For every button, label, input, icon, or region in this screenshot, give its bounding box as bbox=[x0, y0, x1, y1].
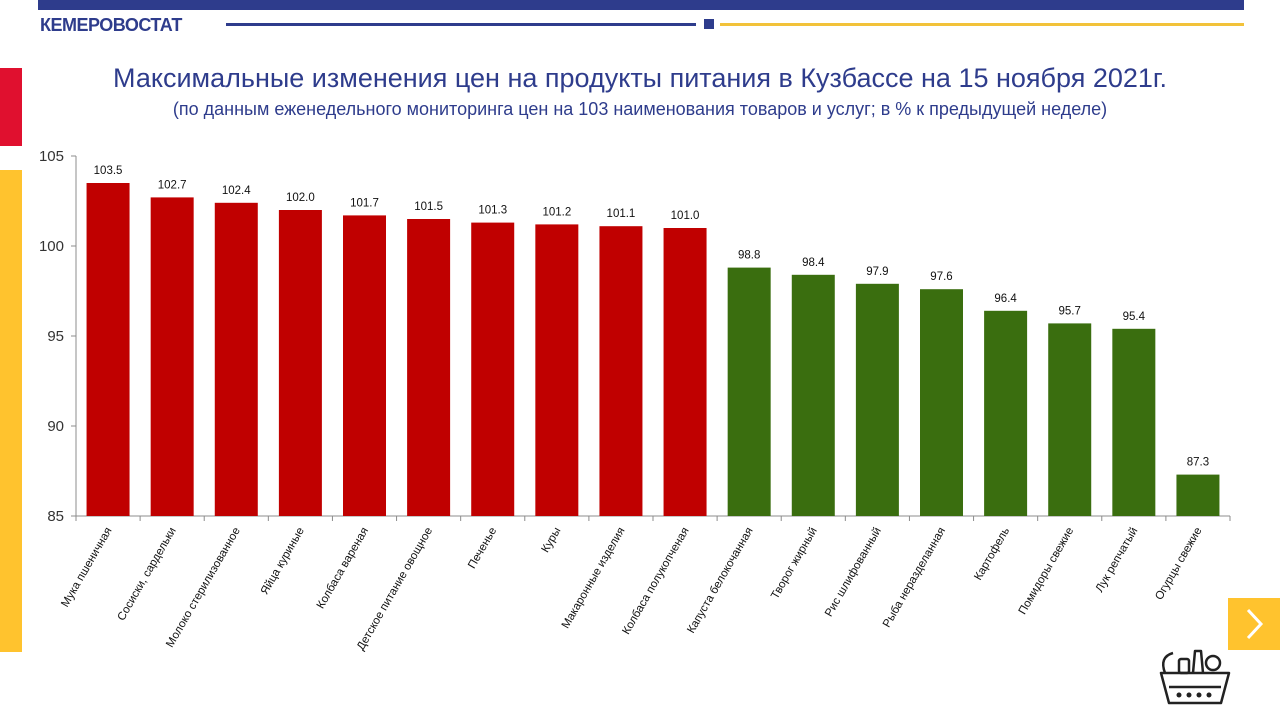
x-category-label: Молоко стерилизованное bbox=[164, 526, 243, 650]
header-divider-yellow bbox=[720, 23, 1244, 26]
chart-bar bbox=[663, 228, 707, 516]
chart-bar bbox=[407, 219, 451, 516]
x-category-label: Колбаса вареная bbox=[315, 526, 371, 611]
x-category-label: Картофель bbox=[972, 525, 1012, 582]
chart-bar bbox=[214, 202, 258, 517]
x-category-label: Печенье bbox=[466, 526, 499, 571]
x-category-label: Капуста белокочанная bbox=[685, 526, 755, 636]
chart-bar bbox=[1048, 323, 1092, 516]
brand-logo-text: КЕМЕРОВОСТАТ bbox=[40, 15, 182, 35]
bar-value-label: 95.7 bbox=[1059, 305, 1081, 317]
bar-value-label: 98.4 bbox=[802, 257, 825, 269]
x-category-label: Рыба неразделанная bbox=[881, 526, 948, 630]
side-accent-red bbox=[0, 68, 22, 146]
side-accent-yellow bbox=[0, 170, 22, 652]
chart-bar bbox=[86, 183, 130, 516]
header-divider-blue bbox=[226, 23, 696, 26]
x-category-label: Яйца куриные bbox=[259, 526, 307, 597]
chart-bar bbox=[599, 226, 643, 516]
y-tick-label: 100 bbox=[39, 238, 64, 255]
bar-value-label: 102.7 bbox=[158, 179, 187, 191]
x-category-label: Рис шлифованный bbox=[823, 526, 884, 619]
chart-bar bbox=[150, 197, 194, 516]
chart-bar bbox=[855, 283, 899, 516]
chart-bar bbox=[727, 267, 771, 516]
bar-value-label: 101.2 bbox=[542, 206, 571, 218]
y-tick-label: 90 bbox=[47, 418, 64, 435]
bar-value-label: 97.6 bbox=[930, 271, 952, 283]
bar-value-label: 102.4 bbox=[222, 185, 251, 197]
x-category-label: Сосиски, сардельки bbox=[116, 526, 179, 623]
bar-value-label: 103.5 bbox=[94, 165, 123, 177]
page-title: Максимальные изменения цен на продукты п… bbox=[113, 63, 1167, 93]
next-slide-button[interactable] bbox=[1228, 598, 1280, 650]
y-tick-label: 85 bbox=[47, 508, 64, 525]
chart-bar bbox=[343, 215, 386, 516]
bar-value-label: 98.8 bbox=[738, 250, 760, 262]
bar-value-label: 95.4 bbox=[1123, 311, 1146, 323]
x-category-label: Помидоры свежие bbox=[1017, 526, 1077, 617]
chart-bar bbox=[535, 224, 579, 516]
chart-bar bbox=[984, 310, 1028, 516]
bar-value-label: 96.4 bbox=[994, 293, 1017, 305]
bar-value-label: 101.0 bbox=[671, 210, 700, 222]
x-category-label: Огурцы свежие bbox=[1153, 526, 1204, 603]
chart-bar bbox=[920, 289, 963, 516]
x-category-label: Макаронные изделия bbox=[560, 526, 628, 631]
bar-value-label: 101.5 bbox=[414, 201, 443, 213]
x-category-label: Колбаса полукопченая bbox=[620, 526, 691, 637]
page-subtitle: (по данным еженедельного мониторинга цен… bbox=[172, 99, 1108, 119]
top-bar bbox=[38, 0, 1244, 10]
chevron-right-icon bbox=[1246, 608, 1264, 640]
bar-value-label: 102.0 bbox=[286, 192, 315, 204]
y-tick-label: 95 bbox=[47, 328, 64, 345]
bar-value-label: 101.3 bbox=[478, 205, 507, 217]
bar-value-label: 97.9 bbox=[866, 266, 888, 278]
y-tick-label: 105 bbox=[39, 148, 64, 165]
x-category-label: Творог жирный bbox=[769, 526, 820, 602]
x-category-label: Мука пшеничная bbox=[59, 526, 114, 610]
chart-bar bbox=[1176, 474, 1220, 516]
basket-icon bbox=[1159, 649, 1231, 705]
chart-bar bbox=[471, 222, 515, 516]
bar-value-label: 87.3 bbox=[1187, 457, 1209, 469]
chart-bar bbox=[1112, 328, 1156, 516]
x-category-label: Детское питание овощное bbox=[355, 526, 435, 653]
bar-value-label: 101.1 bbox=[607, 208, 636, 220]
bar-value-label: 101.7 bbox=[350, 197, 379, 209]
x-category-label: Куры bbox=[540, 526, 564, 555]
chart-bar bbox=[278, 210, 322, 516]
x-category-label: Лук репчатый bbox=[1094, 526, 1141, 595]
header-divider-square bbox=[704, 19, 714, 29]
chart-bar bbox=[791, 274, 835, 516]
